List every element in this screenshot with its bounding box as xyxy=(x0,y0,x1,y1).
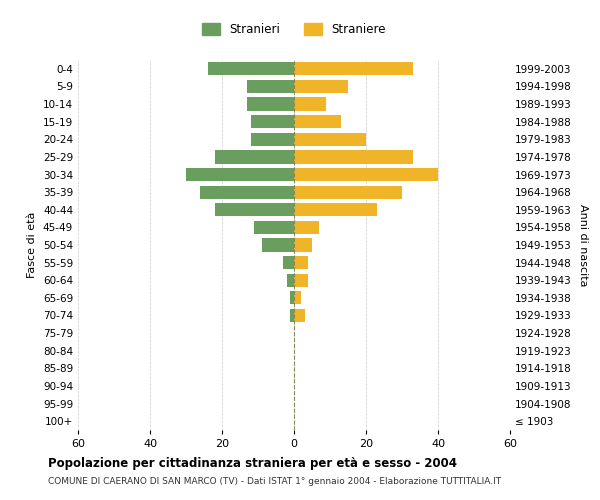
Text: Popolazione per cittadinanza straniera per età e sesso - 2004: Popolazione per cittadinanza straniera p… xyxy=(48,458,457,470)
Bar xyxy=(294,132,366,146)
Bar xyxy=(294,80,348,93)
Bar xyxy=(208,62,294,76)
Bar xyxy=(247,98,294,110)
Bar xyxy=(215,150,294,164)
Bar xyxy=(186,168,294,181)
Legend: Stranieri, Straniere: Stranieri, Straniere xyxy=(197,18,391,40)
Bar xyxy=(294,274,308,287)
Bar xyxy=(294,256,308,269)
Bar xyxy=(247,80,294,93)
Bar xyxy=(200,186,294,198)
Y-axis label: Fasce di età: Fasce di età xyxy=(28,212,37,278)
Bar xyxy=(294,291,301,304)
Bar xyxy=(294,115,341,128)
Bar xyxy=(294,62,413,76)
Bar xyxy=(294,238,312,252)
Bar xyxy=(290,291,294,304)
Bar xyxy=(294,98,326,110)
Bar xyxy=(294,186,402,198)
Text: COMUNE DI CAERANO DI SAN MARCO (TV) - Dati ISTAT 1° gennaio 2004 - Elaborazione : COMUNE DI CAERANO DI SAN MARCO (TV) - Da… xyxy=(48,478,501,486)
Bar xyxy=(294,309,305,322)
Bar xyxy=(290,309,294,322)
Bar xyxy=(254,221,294,234)
Bar xyxy=(262,238,294,252)
Bar xyxy=(283,256,294,269)
Bar xyxy=(251,115,294,128)
Bar xyxy=(294,203,377,216)
Bar xyxy=(215,203,294,216)
Bar xyxy=(294,168,438,181)
Y-axis label: Anni di nascita: Anni di nascita xyxy=(578,204,588,286)
Bar xyxy=(294,150,413,164)
Bar xyxy=(294,221,319,234)
Bar xyxy=(251,132,294,146)
Bar xyxy=(287,274,294,287)
